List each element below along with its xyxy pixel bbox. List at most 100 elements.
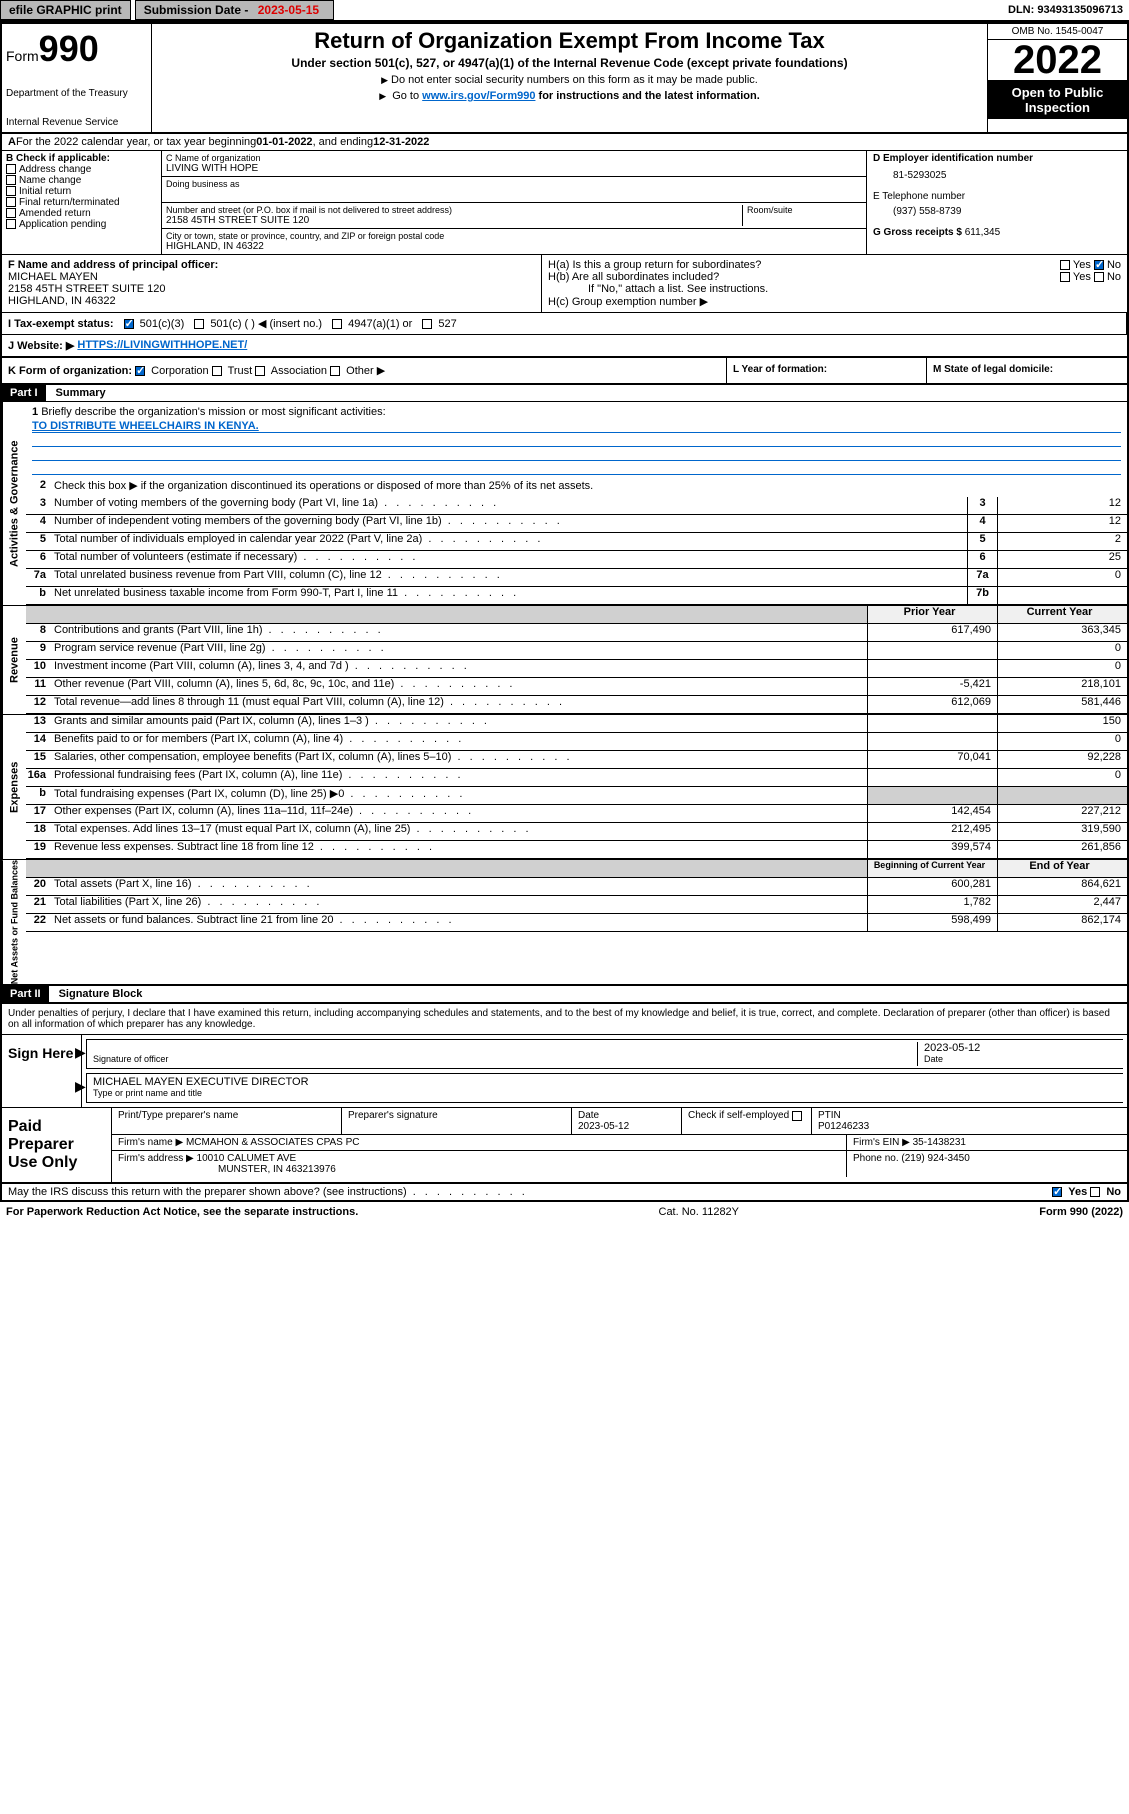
section-d: D Employer identification number 81-5293… (867, 151, 1127, 254)
table-row: bNet unrelated business taxable income f… (26, 587, 1127, 605)
city-value: HIGHLAND, IN 46322 (166, 241, 862, 252)
sig-date-label: Date (924, 1054, 1117, 1064)
cat-no: Cat. No. 11282Y (358, 1206, 1039, 1218)
h-c: H(c) Group exemption number ▶ (548, 295, 1121, 308)
hb-no[interactable] (1094, 272, 1104, 282)
sign-here-label: Sign Here (2, 1035, 82, 1107)
year-formation: L Year of formation: (727, 358, 927, 383)
h-b: H(b) Are all subordinates included? Yes … (548, 271, 1121, 283)
4947-check[interactable]: 4947(a)(1) or (332, 318, 412, 330)
officer-sig-line: Signature of officer 2023-05-12 Date (86, 1039, 1123, 1069)
goto-pre: Go to (392, 90, 422, 102)
section-c: C Name of organization LIVING WITH HOPE … (162, 151, 867, 254)
part1-title: Summary (46, 387, 106, 399)
q1-text: Briefly describe the organization's miss… (41, 406, 385, 418)
org-name-label: C Name of organization (166, 153, 862, 163)
officer-name: MICHAEL MAYEN (8, 271, 98, 283)
form-number: Form990 (6, 28, 147, 70)
table-row: bTotal fundraising expenses (Part IX, co… (26, 787, 1127, 805)
website-link[interactable]: HTTPS://LIVINGWITHHOPE.NET/ (77, 339, 247, 352)
vlabel-netassets: Net Assets or Fund Balances (2, 860, 26, 984)
form-subtitle: Under section 501(c), 527, or 4947(a)(1)… (156, 56, 983, 70)
dba-cell: Doing business as (162, 177, 866, 203)
table-row: 9Program service revenue (Part VIII, lin… (26, 642, 1127, 660)
k-assoc[interactable]: Association (255, 365, 327, 377)
org-name: LIVING WITH HOPE (166, 163, 862, 174)
sig-date-value: 2023-05-12 (924, 1042, 1117, 1054)
self-employed-check[interactable] (792, 1111, 802, 1121)
check-address-change[interactable]: Address change (6, 164, 157, 175)
hb-yes[interactable] (1060, 272, 1070, 282)
gross-label: G Gross receipts $ (873, 227, 965, 238)
form-of-org: K Form of organization: Corporation Trus… (2, 358, 727, 383)
prep-date-cell: Date2023-05-12 (572, 1108, 682, 1134)
officer-name-title: MICHAEL MAYEN EXECUTIVE DIRECTOR (93, 1076, 1117, 1088)
prep-name-label: Print/Type preparer's name (112, 1108, 342, 1134)
part2-header: Part II (2, 986, 49, 1002)
check-initial-return[interactable]: Initial return (6, 186, 157, 197)
mission-line4 (32, 463, 1121, 475)
check-amended[interactable]: Amended return (6, 208, 157, 219)
527-check[interactable]: 527 (422, 318, 456, 330)
table-row: 12Total revenue—add lines 8 through 11 (… (26, 696, 1127, 714)
line2-num: 2 (26, 479, 50, 497)
mission-line3 (32, 449, 1121, 461)
section-b-label: B Check if applicable: (6, 153, 110, 164)
mission-block: 1 Briefly describe the organization's mi… (26, 402, 1127, 479)
officer-addr1: 2158 45TH STREET SUITE 120 (8, 283, 166, 295)
part2-title: Signature Block (49, 988, 143, 1000)
form-990-footer: Form 990 (2022) (1039, 1206, 1123, 1218)
officer-addr2: HIGHLAND, IN 46322 (8, 295, 116, 307)
discuss-yes[interactable] (1052, 1187, 1062, 1197)
firm-ein-cell: Firm's EIN ▶ 35-1438231 (847, 1135, 1127, 1150)
form-990: 990 (39, 28, 99, 69)
prior-year-header: Prior Year (867, 606, 997, 623)
street-cell: Number and street (or P.O. box if mail i… (162, 203, 866, 229)
h-block: H(a) Is this a group return for subordin… (542, 255, 1127, 312)
vlabel-governance: Activities & Governance (2, 402, 26, 605)
501c-check[interactable]: 501(c) ( ) ◀ (insert no.) (194, 317, 322, 330)
table-row: 11Other revenue (Part VIII, column (A), … (26, 678, 1127, 696)
open-line1: Open to Public (1012, 85, 1104, 100)
table-row: 22Net assets or fund balances. Subtract … (26, 914, 1127, 932)
table-row: 21Total liabilities (Part X, line 26)1,7… (26, 896, 1127, 914)
discuss-no[interactable] (1090, 1187, 1100, 1197)
check-application[interactable]: Application pending (6, 219, 157, 230)
submission-date-button[interactable]: Submission Date - 2023-05-15 (135, 0, 334, 20)
firm-phone-cell: Phone no. (219) 924-3450 (847, 1151, 1127, 1177)
efile-button[interactable]: efile GRAPHIC print (0, 0, 131, 20)
header-left: Form990 Department of the Treasury Inter… (2, 24, 152, 132)
k-trust[interactable]: Trust (212, 365, 253, 377)
501c3-check[interactable]: 501(c)(3) (124, 318, 185, 330)
paperwork-notice: For Paperwork Reduction Act Notice, see … (6, 1206, 358, 1218)
revenue-header: Prior Year Current Year (26, 606, 1127, 624)
room-label: Room/suite (747, 205, 862, 215)
ha-yes[interactable] (1060, 260, 1070, 270)
table-row: 3Number of voting members of the governi… (26, 497, 1127, 515)
irs-link[interactable]: www.irs.gov/Form990 (422, 90, 535, 102)
table-row: 4Number of independent voting members of… (26, 515, 1127, 533)
street-label: Number and street (or P.O. box if mail i… (166, 205, 742, 215)
k-corp[interactable]: Corporation (135, 365, 209, 377)
tax-status-row: I Tax-exempt status: 501(c)(3) 501(c) ( … (2, 313, 1127, 334)
table-row: 16aProfessional fundraising fees (Part I… (26, 769, 1127, 787)
k-other[interactable]: Other ▶ (330, 365, 385, 377)
table-row: 18Total expenses. Add lines 13–17 (must … (26, 823, 1127, 841)
street-value: 2158 45TH STREET SUITE 120 (166, 215, 742, 226)
table-row: 8Contributions and grants (Part VIII, li… (26, 624, 1127, 642)
table-row: 17Other expenses (Part IX, column (A), l… (26, 805, 1127, 823)
firm-name-cell: Firm's name ▶ MCMAHON & ASSOCIATES CPAS … (112, 1135, 847, 1150)
net-header: Beginning of Current Year End of Year (26, 860, 1127, 878)
mission-text[interactable]: TO DISTRIBUTE WHEELCHAIRS IN KENYA. (32, 420, 1121, 433)
table-row: 10Investment income (Part VIII, column (… (26, 660, 1127, 678)
goto-post: for instructions and the latest informat… (539, 90, 760, 102)
check-name-change[interactable]: Name change (6, 175, 157, 186)
discuss-text: May the IRS discuss this return with the… (8, 1186, 528, 1198)
dept-treasury: Department of the Treasury (6, 88, 147, 99)
table-row: 20Total assets (Part X, line 16)600,2818… (26, 878, 1127, 896)
ha-no[interactable] (1094, 260, 1104, 270)
end-year-header: End of Year (997, 860, 1127, 877)
check-final-return[interactable]: Final return/terminated (6, 197, 157, 208)
phone-label: E Telephone number (873, 191, 1121, 202)
mission-line2 (32, 435, 1121, 447)
